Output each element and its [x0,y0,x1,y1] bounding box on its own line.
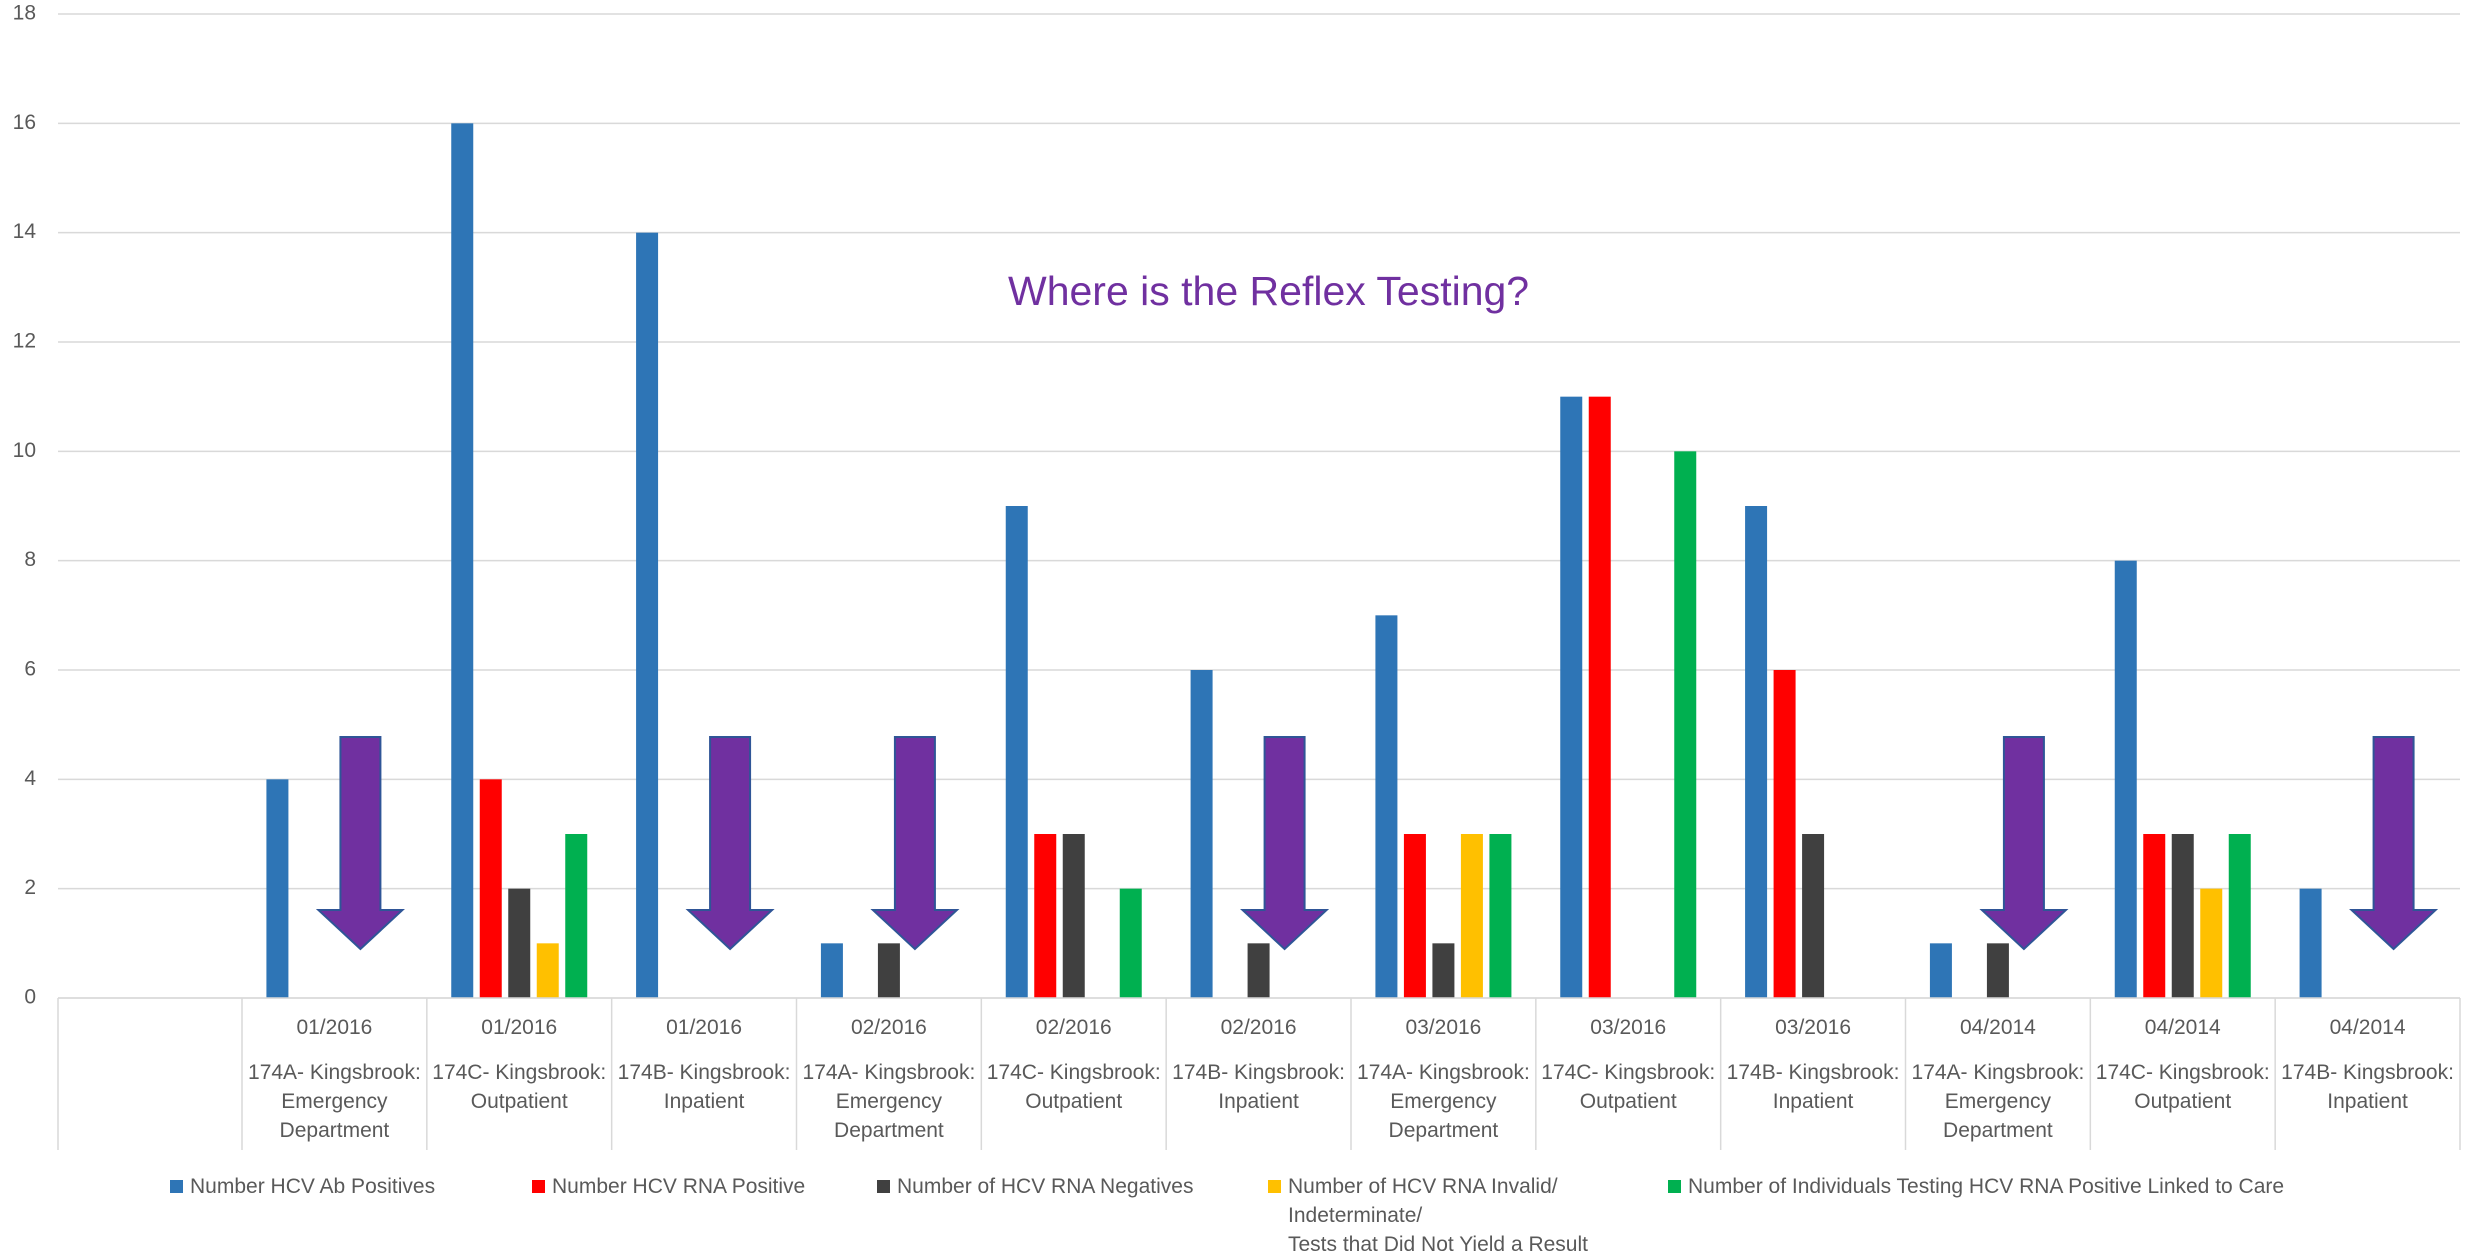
x-tick-label: 03/2016 [1590,1016,1667,1039]
legend-item: Number of HCV RNA Negatives [877,1172,1194,1201]
x-tick-label: 174A- Kingsbrook: Emergency Department [1911,1061,2085,1142]
x-tick-label: 03/2016 [1775,1016,1852,1039]
arrow [870,736,960,951]
legend-item: Number HCV RNA Positive [532,1172,806,1201]
x-tick-label: 01/2016 [666,1016,743,1039]
bar [2200,888,2223,998]
x-tick-label: 04/2014 [1959,1016,2036,1039]
x-tick-label: 03/2016 [1405,1016,1482,1039]
bar [820,943,843,998]
y-tick-label: 16 [13,111,36,134]
arrow [315,736,405,951]
bar [565,834,588,998]
x-tick-label: 174C- Kingsbrook: Outpatient [432,1061,607,1113]
bar [1119,888,1142,998]
bar [479,779,502,998]
bar [1588,396,1611,999]
legend-label: Number HCV Ab Positives [190,1175,436,1198]
y-tick-label: 14 [13,220,37,243]
annotation: Where is the Reflex Testing? [1008,268,1530,314]
arrow [1240,736,1330,951]
y-tick-label: 8 [24,548,36,571]
bar [1986,943,2009,998]
x-tick-label: 174B- Kingsbrook: Inpatient [1726,1061,1900,1113]
bar [1403,834,1426,998]
bar [636,232,659,998]
bar [508,888,531,998]
x-tick-label: 04/2014 [2144,1016,2221,1039]
x-tick-label: 174A- Kingsbrook: Emergency Department [248,1061,421,1142]
x-tick-label: 174C- Kingsbrook: Outpatient [2095,1061,2270,1113]
bar [1560,396,1583,999]
x-tick-label: 04/2014 [2329,1016,2406,1039]
bar [2143,834,2166,998]
bar [1062,834,1085,998]
bar [2171,834,2194,998]
legend-label: Number of Individuals Testing HCV RNA Po… [1688,1175,2285,1198]
bar [877,943,900,998]
bar [1674,451,1697,998]
legend-swatch [1668,1180,1681,1193]
bar [1489,834,1512,998]
bar [1929,943,1952,998]
y-tick-label: 12 [13,330,36,353]
legend-label: Number of HCV RNA Negatives [897,1175,1194,1198]
x-tick-label: 174B- Kingsbrook: Inpatient [617,1061,791,1113]
x-tick-label: 01/2016 [296,1016,373,1039]
bar [1005,506,1028,998]
x-tick-label: 01/2016 [481,1016,558,1039]
bar [1375,615,1398,998]
bar [1745,506,1768,998]
y-tick-label: 0 [24,986,36,1009]
x-tick-label: 174C- Kingsbrook: Outpatient [1541,1061,1716,1113]
legend-swatch [877,1180,890,1193]
x-tick-label: 02/2016 [850,1016,927,1039]
y-tick-label: 10 [13,439,36,462]
bar [1247,943,1270,998]
x-tick-label: 174B- Kingsbrook: Inpatient [2281,1061,2454,1113]
bar [1802,834,1825,998]
bar [1034,834,1057,998]
bar [1432,943,1455,998]
x-tick-label: 02/2016 [1220,1016,1297,1039]
bar [2299,888,2322,998]
legend-item: Number of HCV RNA Invalid/ Indeterminate… [1268,1172,1588,1252]
bar [1460,834,1483,998]
bar [1773,670,1796,998]
bar [2228,834,2251,998]
legend-item: Number of Individuals Testing HCV RNA Po… [1668,1172,2285,1201]
y-tick-label: 18 [13,2,36,25]
y-tick-label: 6 [24,658,36,681]
legend-swatch [532,1180,545,1193]
bar [2114,560,2137,998]
arrow [2349,736,2439,951]
x-tick-label: 02/2016 [1035,1016,1112,1039]
legend-item: Number HCV Ab Positives [170,1172,436,1201]
bar [266,779,289,998]
arrow [685,736,775,951]
x-tick-label: 174A- Kingsbrook: Emergency Department [1357,1061,1530,1142]
legend-label: Number HCV RNA Positive [552,1175,806,1198]
legend-swatch [170,1180,183,1193]
x-tick-label: 174C- Kingsbrook: Outpatient [986,1061,1161,1113]
x-tick-label: 174B- Kingsbrook: Inpatient [1172,1061,1345,1113]
bar [536,943,559,998]
y-tick-label: 2 [24,876,36,899]
bar [451,123,474,999]
arrow [1979,736,2069,951]
bar [1190,670,1213,998]
x-tick-label: 174A- Kingsbrook: Emergency Department [802,1061,976,1142]
legend-label: Number of HCV RNA Invalid/ Indeterminate… [1288,1175,1588,1252]
y-tick-label: 4 [24,767,36,790]
legend-swatch [1268,1180,1281,1193]
